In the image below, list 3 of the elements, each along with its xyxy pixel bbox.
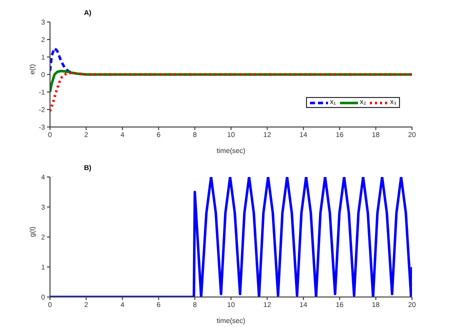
line-series	[50, 72, 412, 112]
line-series	[50, 177, 412, 297]
line-series	[50, 47, 73, 74]
